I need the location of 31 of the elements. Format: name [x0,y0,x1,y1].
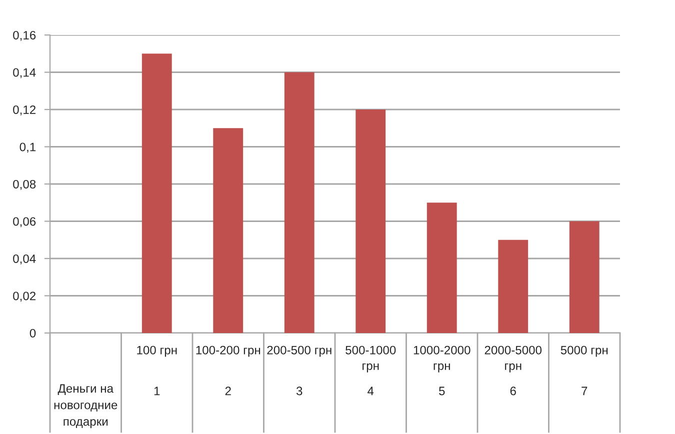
x-tick-label: 100-200 грн [196,346,260,357]
bar [142,54,172,333]
y-tick-label: 0,14 [13,68,36,78]
y-tick-label: 0,08 [13,180,36,190]
y-tick-label: 0,1 [20,142,36,153]
x-tick-label: 500-1000 грн [346,346,396,372]
bar [356,110,386,333]
y-tick-label: 0,06 [13,217,36,228]
text: 4 [368,386,374,396]
bar [284,72,314,333]
x-tick-label: 200-500 грн [267,346,332,357]
bar [213,128,244,333]
x-tick-label: 2000-5000 грн [484,346,542,372]
y-tick-label: 0,16 [13,30,36,41]
bar [498,240,528,333]
text: 6 [510,386,516,396]
text: 3 [296,386,302,396]
text: 2 [225,386,231,396]
y-tick-label: 0,02 [13,292,36,302]
bar [426,202,457,333]
y-tick-label: 0,04 [13,254,36,264]
y-tick-label: 0 [30,328,36,338]
text: 1 [154,386,160,396]
x-tick-label: 5000 грн [560,346,608,357]
text: 7 [582,386,588,396]
text: 5 [439,386,445,396]
y-tick-label: 0,12 [13,105,36,116]
x-tick-label: 100 грн [137,346,177,357]
bar [569,221,600,333]
x-tick-label: 1000-2000 грн [414,346,470,372]
text: Деньги на новогодние подарки [54,384,118,428]
